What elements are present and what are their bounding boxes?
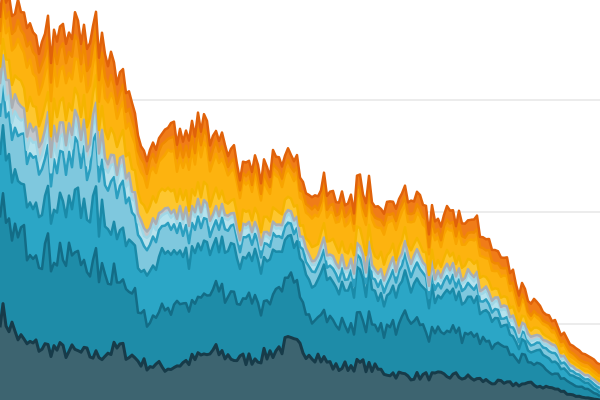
line-series-8 — [0, 0, 600, 375]
line-series-3 — [0, 84, 600, 390]
line-series-1 — [0, 192, 600, 398]
line-series-5 — [0, 54, 600, 386]
line-series-6 — [0, 37, 600, 383]
line-series-2 — [0, 124, 600, 394]
line-series-9 — [0, 0, 600, 366]
area-series-2 — [0, 125, 600, 397]
area-series-0 — [0, 303, 600, 400]
area-series-1 — [0, 193, 600, 400]
line-series-7 — [0, 10, 600, 378]
line-series-0 — [0, 302, 600, 400]
